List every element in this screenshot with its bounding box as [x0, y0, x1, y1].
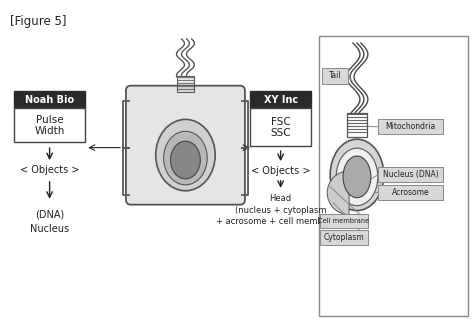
- Text: Cell membrane: Cell membrane: [319, 218, 370, 224]
- Text: Noah Bio: Noah Bio: [25, 94, 74, 105]
- Text: Cytoplasm: Cytoplasm: [324, 233, 365, 242]
- Wedge shape: [327, 171, 349, 215]
- Ellipse shape: [343, 156, 371, 198]
- Text: Tail: Tail: [329, 71, 341, 80]
- FancyBboxPatch shape: [322, 68, 348, 84]
- Text: Head
(nucleus + cytoplasm
+ acrosome + cell membrane): Head (nucleus + cytoplasm + acrosome + c…: [216, 194, 346, 226]
- Ellipse shape: [171, 141, 201, 179]
- Ellipse shape: [330, 139, 384, 211]
- Ellipse shape: [336, 148, 378, 206]
- Text: Pulse
Width: Pulse Width: [35, 114, 65, 136]
- FancyBboxPatch shape: [14, 109, 85, 142]
- FancyBboxPatch shape: [250, 91, 311, 109]
- Text: < Objects >: < Objects >: [20, 165, 79, 175]
- Text: FSC
SSC: FSC SSC: [270, 116, 291, 138]
- FancyBboxPatch shape: [250, 109, 311, 146]
- FancyBboxPatch shape: [320, 231, 368, 245]
- Text: Nucleus (DNA): Nucleus (DNA): [383, 170, 438, 179]
- Text: Acrosome: Acrosome: [392, 188, 429, 197]
- FancyBboxPatch shape: [378, 119, 443, 134]
- Text: Mitochondria: Mitochondria: [385, 122, 436, 131]
- FancyBboxPatch shape: [319, 36, 468, 316]
- Text: [Figure 5]: [Figure 5]: [10, 15, 66, 28]
- Ellipse shape: [164, 131, 207, 185]
- Text: < Objects >: < Objects >: [251, 166, 310, 176]
- FancyBboxPatch shape: [378, 167, 443, 182]
- FancyBboxPatch shape: [14, 91, 85, 109]
- FancyBboxPatch shape: [320, 214, 368, 228]
- Ellipse shape: [155, 119, 215, 191]
- FancyBboxPatch shape: [378, 185, 443, 200]
- Text: XY Inc: XY Inc: [264, 94, 298, 105]
- Text: (DNA)
Nucleus: (DNA) Nucleus: [30, 210, 69, 234]
- FancyBboxPatch shape: [126, 86, 245, 205]
